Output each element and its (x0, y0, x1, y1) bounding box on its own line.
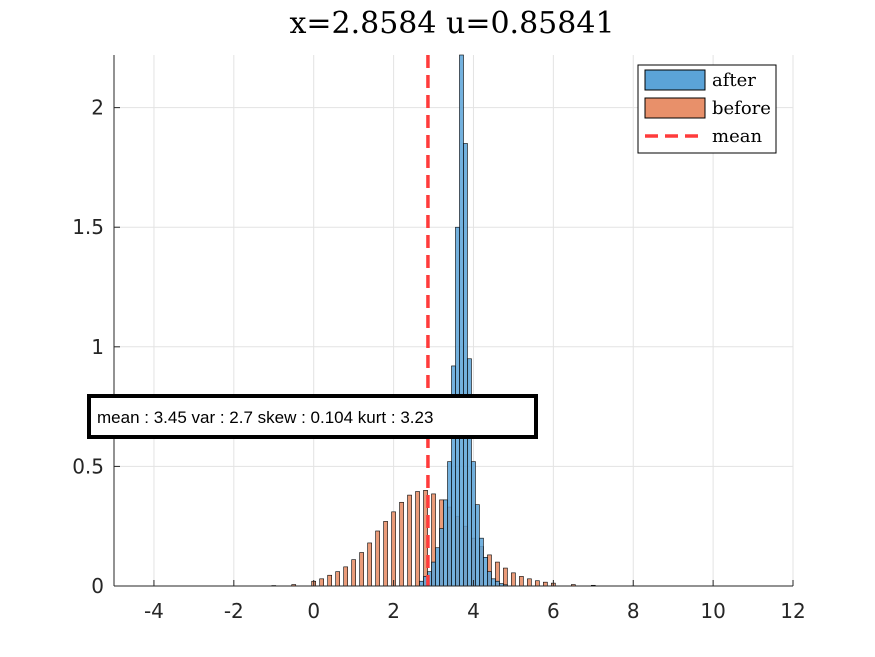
after-bar (483, 556, 488, 587)
after-bar (463, 143, 468, 587)
x-tick-label: 8 (627, 599, 640, 623)
before-bar (503, 567, 508, 587)
after-bar (419, 580, 424, 587)
legend-label-before: before (712, 98, 771, 119)
before-bar (343, 566, 348, 587)
after-bar (491, 578, 496, 587)
x-axis-ticks: -4 -2 0 2 4 6 8 10 12 (144, 580, 806, 623)
after-bar (447, 461, 452, 587)
legend-swatch-after (644, 69, 706, 91)
stats-annotation: mean : 3.45 var : 2.7 skew : 0.104 kurt … (87, 394, 538, 439)
x-tick-label: 6 (547, 599, 560, 623)
before-bar (367, 542, 372, 587)
before-bar (327, 574, 332, 587)
stats-annotation-box (87, 394, 538, 439)
x-tick-label: -4 (144, 599, 164, 623)
before-bar (319, 578, 324, 587)
before-bar (391, 511, 396, 587)
y-tick-label: 1 (91, 335, 104, 359)
legend: after before mean (637, 64, 777, 154)
legend-label-after: after (712, 70, 756, 91)
y-axis-ticks: 0 0.5 1 1.5 2 (72, 96, 120, 598)
y-tick-label: 1.5 (72, 215, 104, 239)
after-bar (479, 537, 484, 587)
before-bar (535, 580, 540, 587)
before-bar (335, 571, 340, 587)
y-tick-label: 0 (91, 574, 104, 598)
before-bar (383, 521, 388, 587)
legend-label-mean: mean (712, 126, 762, 147)
axes (113, 55, 793, 587)
before-bar (399, 501, 404, 587)
chart-title: x=2.8584 u=0.85841 (289, 6, 614, 41)
x-tick-label: 0 (307, 599, 320, 623)
after-bar (431, 561, 436, 587)
before-bar (511, 572, 516, 587)
stats-annotation-text: mean : 3.45 var : 2.7 skew : 0.104 kurt … (97, 408, 433, 427)
after-bar (435, 547, 440, 587)
x-tick-label: -2 (224, 599, 244, 623)
after-bar (467, 358, 472, 587)
after-bar (459, 54, 464, 587)
after-bar (439, 528, 444, 587)
before-bar (407, 494, 412, 587)
after-bar (495, 580, 500, 587)
before-bar (543, 581, 548, 587)
after-bar (443, 499, 448, 587)
after-bar (487, 571, 492, 587)
y-tick-label: 0.5 (72, 454, 104, 478)
y-tick-label: 2 (91, 96, 104, 120)
before-bar (519, 576, 524, 587)
x-tick-label: 10 (700, 599, 725, 623)
before-bar (359, 552, 364, 587)
before-bar (527, 578, 532, 587)
x-tick-label: 2 (387, 599, 400, 623)
legend-swatch-before (644, 97, 706, 119)
after-bar (475, 504, 480, 587)
before-bar (415, 491, 420, 587)
before-bar (375, 530, 380, 587)
x-tick-label: 12 (780, 599, 805, 623)
after-bar (471, 461, 476, 587)
before-bar (351, 559, 356, 587)
x-tick-label: 4 (467, 599, 480, 623)
